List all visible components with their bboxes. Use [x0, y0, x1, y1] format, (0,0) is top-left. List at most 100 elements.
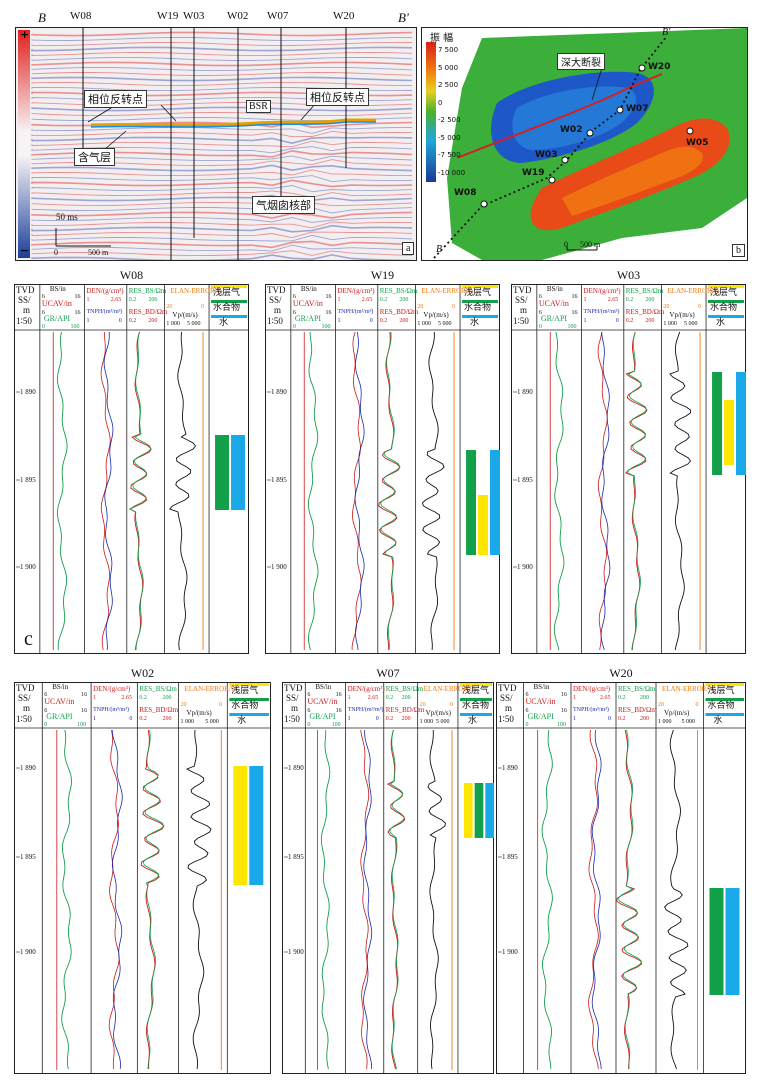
log-mark: [459, 683, 492, 686]
log-mark: [111, 729, 123, 1070]
header-ucav: UCAV/in: [307, 697, 338, 706]
map-well-w19: W19: [522, 168, 545, 178]
amp-tick: 0: [438, 98, 443, 107]
log-mark: [708, 300, 744, 303]
map-scale-dist: 500 m: [580, 240, 601, 249]
log-well-title: W03: [616, 268, 641, 282]
depth-label: 1 900: [288, 948, 304, 956]
fault-label: 深大断裂: [557, 53, 605, 70]
legend-hydrate: 水合物: [213, 302, 241, 312]
log-header-text: 1: [347, 695, 351, 701]
log-mark: [211, 300, 247, 303]
log-tracks-svg: [282, 682, 494, 1074]
ann-phase-right: 相位反转点: [306, 88, 369, 106]
seismic-reflector: [31, 231, 413, 239]
log-header-text: 16: [571, 310, 578, 316]
header-bs: BS/in: [49, 285, 66, 293]
amplitude-map-svg: [426, 28, 747, 260]
log-panel-w08: W08 TVD SS/m 1∶50 BS/in 6 16 UCAV/in 6 16 GR/API 0 1…: [14, 268, 249, 654]
log-header-text: 6: [307, 708, 311, 714]
well-label-w03: W03: [183, 10, 205, 22]
depth-label: 1 895: [271, 476, 287, 484]
amp-title: 振 幅: [430, 33, 454, 44]
log-header-text: 1 000: [663, 321, 677, 327]
map-label-B: B: [436, 244, 443, 255]
log-header-text: 0: [369, 318, 373, 324]
log-header-text: 0: [292, 324, 296, 330]
log-mark: [421, 331, 445, 651]
log-header-text: 200: [640, 716, 649, 722]
seismic-reflector: [31, 254, 413, 260]
tvd-label: m: [520, 305, 528, 315]
fig-a-label-B: B: [38, 10, 46, 25]
legend-water: 水: [716, 317, 726, 327]
log-header-text: 0: [452, 304, 456, 310]
depth-label: 1 900: [517, 563, 533, 571]
log-header-text: 200: [640, 695, 649, 701]
amp-tick: -7 500: [438, 151, 461, 159]
log-mark: [459, 698, 492, 701]
depth-label: 1 890: [20, 388, 36, 396]
log-header-text: 200: [148, 318, 158, 324]
header-res-bs: RES_BS/Ωm: [618, 685, 656, 693]
log-header-text: 5 000: [435, 719, 450, 725]
tvd-label: TVD: [16, 285, 35, 295]
log-header-text: 2.65: [600, 695, 611, 701]
log-mark: [725, 888, 740, 995]
log-mark: [249, 766, 264, 885]
log-header-text: 0: [525, 722, 529, 728]
seismic-reflector: [31, 194, 413, 203]
seismic-reflector: [31, 240, 413, 249]
log-well-title: W07: [376, 666, 400, 680]
map-scale-zero: 0: [564, 240, 568, 249]
log-mark: [229, 713, 269, 716]
ann-chimney: 气烟囱核部: [252, 196, 315, 214]
seismic-reflector: [31, 121, 413, 129]
log-header-text: 6: [41, 310, 45, 316]
header-bs: BS/in: [52, 683, 69, 691]
log-mark: [466, 450, 477, 555]
amplitude-map-panel: 振 幅 7 500 5 000 2 500 0 -2 500 -5 000 -7…: [421, 27, 748, 261]
log-header-text: 200: [401, 695, 411, 701]
header-den: DEN/(g/cm³): [86, 287, 124, 295]
log-mark: [588, 729, 599, 1070]
tvd-label: 1∶50: [498, 714, 514, 724]
log-header-text: 0.2: [139, 695, 147, 701]
scale-dist-a: 500 m: [88, 248, 109, 257]
log-mark: [709, 888, 724, 995]
log-header-text: 2.65: [361, 297, 373, 303]
header-den: DEN/(g/cm³): [573, 685, 611, 693]
header-gr: GR/API: [309, 712, 336, 721]
log-header-text: 6: [525, 708, 529, 714]
log-header-text: 200: [162, 695, 172, 701]
seismic-reflector: [31, 130, 413, 138]
log-frame: [496, 682, 746, 1074]
header-elan: ELAN-ERROR/%: [184, 685, 237, 693]
fault-line: [456, 73, 663, 159]
log-header-text: 16: [81, 692, 88, 698]
legend-hydrate: 水合物: [464, 302, 492, 312]
tvd-label: SS/: [269, 295, 282, 305]
log-header-text: 16: [325, 310, 332, 316]
log-frame: [14, 284, 249, 654]
log-header-text: 6: [307, 692, 311, 698]
log-well-title: W02: [130, 666, 155, 680]
log-panel-w02: W02 TVD SS/m 1∶50 BS/in 6 16 UCAV/in 6 16 GR/API 0 1…: [14, 666, 271, 1074]
log-header-text: 20: [658, 702, 664, 708]
log-header-text: 16: [74, 310, 81, 316]
legend-gas: 浅层气: [213, 287, 241, 297]
seismic-reflector: [31, 71, 413, 76]
tvd-label: m: [23, 703, 31, 713]
log-frame: [282, 682, 494, 1074]
seismic-reflector: [31, 31, 413, 37]
log-header-text: 200: [148, 297, 158, 303]
log-header-text: 0: [695, 702, 699, 708]
header-res-bd: RES_BD/Ωm: [618, 706, 657, 714]
scale-zero-a: 0: [54, 248, 58, 257]
ann-bsr: BSR: [246, 100, 271, 113]
header-res-bs: RES_BS/Ωm: [385, 685, 424, 693]
log-header-text: 100: [567, 324, 577, 330]
seismic-reflector: [31, 61, 413, 67]
log-header-text: 200: [645, 318, 655, 324]
log-mark: [474, 783, 484, 838]
